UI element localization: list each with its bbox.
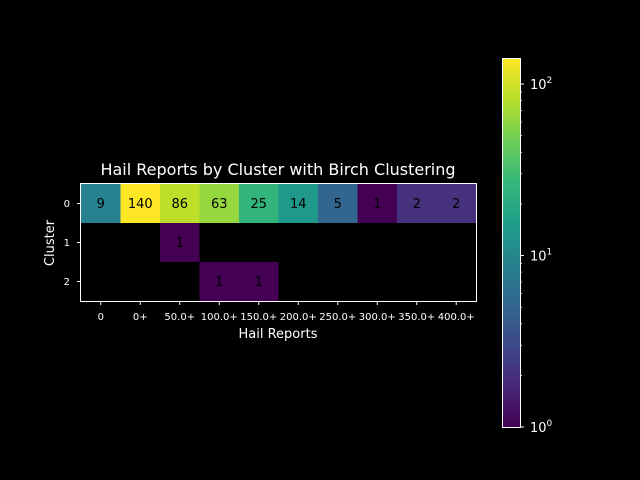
cell-value-label: 63 — [211, 197, 228, 212]
heatmap-cell — [120, 184, 161, 224]
heatmap-cell — [239, 184, 279, 224]
heatmap-cell — [160, 184, 200, 224]
heatmap-cell — [357, 262, 398, 302]
x-tick-label: 100.0+ — [201, 312, 238, 323]
heatmap-cell — [278, 223, 319, 263]
x-tick-label: 0 — [98, 312, 104, 323]
heatmap-cell — [397, 262, 437, 302]
cell-value-label: 5 — [334, 197, 342, 212]
heatmap-cell — [397, 223, 437, 263]
heatmap-cell — [120, 262, 161, 302]
heatmap-cell — [357, 184, 398, 224]
x-tick-label: 300.0+ — [359, 312, 396, 323]
cell-value-label: 14 — [290, 197, 307, 212]
heatmap-cell — [199, 262, 240, 302]
cell-value-label: 25 — [250, 197, 267, 212]
heatmap-cell — [436, 262, 477, 302]
cell-value-labels: 9 140 86 63 25 14 5 1 2 2 1 1 1 — [97, 197, 461, 290]
x-tick-label: 150.0+ — [240, 312, 277, 323]
heatmap-cell — [239, 223, 279, 263]
cell-value-label: 1 — [215, 275, 223, 290]
heatmap-cell — [120, 223, 161, 263]
x-tick-label: 400.0+ — [438, 312, 475, 323]
x-tick-label: 250.0+ — [319, 312, 356, 323]
heatmap-cell — [81, 223, 121, 263]
heatmap-cell — [81, 184, 121, 224]
cell-value-label: 1 — [255, 275, 263, 290]
heatmap-cell — [318, 262, 358, 302]
colorbar — [503, 59, 520, 427]
x-tick-label: 0+ — [133, 312, 148, 323]
heatmap-cells — [81, 184, 477, 302]
heatmap-cell — [357, 223, 398, 263]
heatmap-cell — [160, 262, 200, 302]
heatmap-cell — [436, 223, 477, 263]
x-axis-ticks: 0 0+ 50.0+ 100.0+ 150.0+ 200.0+ 250.0+ 300.0+ 35… — [98, 301, 475, 323]
colorbar-frame — [502, 58, 521, 428]
colorbar-tick-label: 102 — [530, 76, 552, 93]
x-tick-label: 200.0+ — [280, 312, 317, 323]
heatmap-cell — [199, 184, 240, 224]
heatmap-cell — [81, 262, 121, 302]
cell-value-label: 140 — [128, 197, 153, 212]
y-tick-label: 2 — [64, 277, 70, 288]
x-tick-label: 50.0+ — [164, 312, 195, 323]
colorbar-tick-label: 100 — [530, 419, 553, 436]
cell-value-label: 2 — [413, 197, 421, 212]
chart-title: Hail Reports by Cluster with Birch Clust… — [100, 160, 455, 179]
cell-value-label: 86 — [171, 197, 188, 212]
cell-value-label: 1 — [373, 197, 381, 212]
heatmap-cell — [318, 184, 358, 224]
y-axis-ticks: 0 1 2 — [64, 199, 81, 288]
heatmap-cell — [199, 223, 240, 263]
x-axis-label: Hail Reports — [239, 327, 318, 342]
heatmap-cell — [436, 184, 477, 224]
y-axis-label: Cluster — [43, 219, 58, 266]
colorbar-ticks: 100 101 102 — [520, 76, 553, 436]
heatmap-cell — [160, 223, 200, 263]
heatmap-cell — [318, 223, 358, 263]
colorbar-tick-label: 101 — [530, 248, 552, 265]
cell-value-label: 1 — [176, 236, 184, 251]
heatmap-cell — [239, 262, 279, 302]
x-tick-label: 350.0+ — [398, 312, 435, 323]
y-tick-label: 1 — [64, 238, 70, 249]
heatmap-cell — [278, 262, 319, 302]
cell-value-label: 2 — [452, 197, 460, 212]
y-tick-label: 0 — [64, 199, 70, 210]
heatmap-cell — [278, 184, 319, 224]
cell-value-label: 9 — [97, 197, 105, 212]
heatmap-cell — [397, 184, 437, 224]
